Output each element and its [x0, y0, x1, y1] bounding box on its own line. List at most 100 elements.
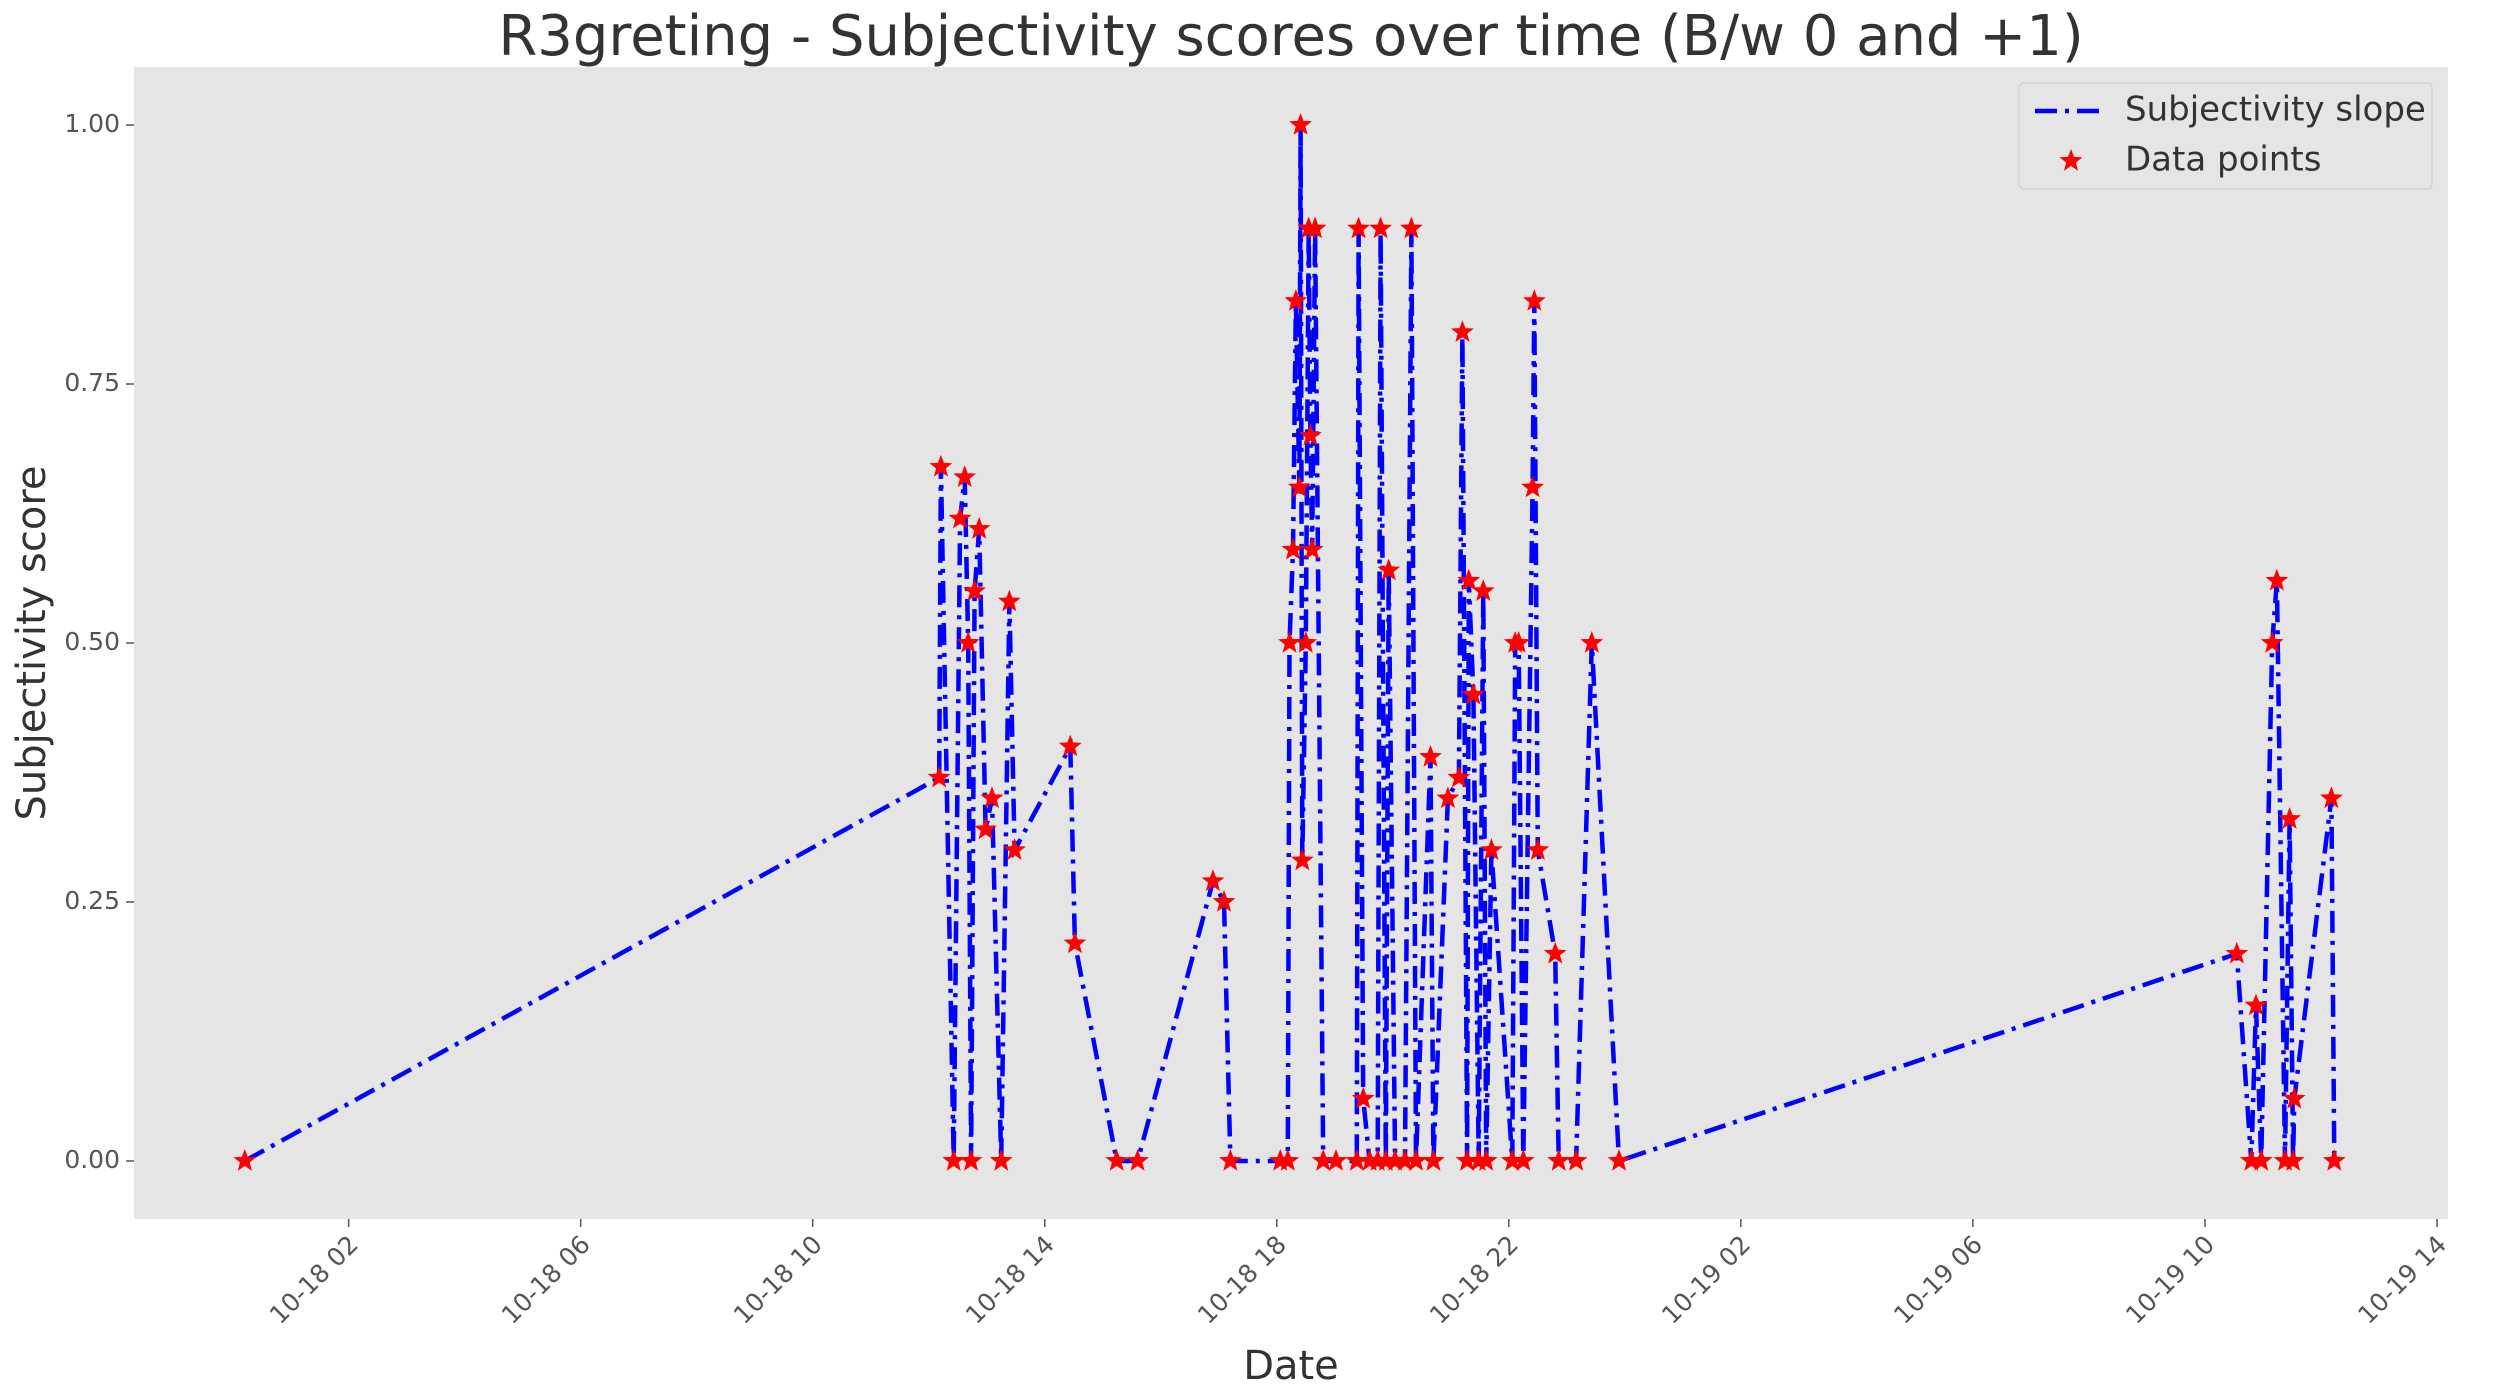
- x-tick-label: 10-19 02: [1656, 1230, 1756, 1330]
- data-point: [989, 1149, 1013, 1171]
- y-tick-label: 0.50: [64, 627, 120, 656]
- data-point: [2322, 1149, 2346, 1171]
- data-point: [2239, 1149, 2263, 1171]
- x-tick-label: 10-18 14: [960, 1230, 1060, 1330]
- data-point: [2249, 1149, 2273, 1171]
- data-point: [1436, 786, 1460, 809]
- data-point: [1422, 1149, 1445, 1171]
- data-point: [1377, 558, 1401, 581]
- data-point: [1451, 320, 1474, 342]
- x-tick-label: 10-18 22: [1424, 1230, 1524, 1330]
- data-point: [1063, 931, 1087, 954]
- x-tick-label: 10-18 10: [728, 1230, 828, 1330]
- data-point: [1507, 631, 1531, 653]
- data-point: [953, 465, 977, 487]
- data-point: [1126, 1149, 1149, 1171]
- x-tick-label: 10-19 14: [2352, 1230, 2452, 1330]
- data-point: [1324, 1149, 1348, 1171]
- legend-label: Data points: [2125, 140, 2321, 180]
- data-point: [967, 517, 991, 539]
- data-point: [980, 786, 1004, 809]
- data-point: [1474, 1149, 1498, 1171]
- data-point: [1580, 631, 1604, 653]
- data-point: [1303, 216, 1327, 239]
- data-point: [2278, 807, 2301, 829]
- data-point: [1400, 216, 1423, 239]
- data-point: [2281, 1149, 2305, 1171]
- data-point: [1300, 537, 1324, 560]
- data-point: [1284, 289, 1308, 311]
- data-point: [963, 579, 986, 601]
- x-tick-label: 10-18 18: [1192, 1230, 1292, 1330]
- data-point: [1462, 682, 1485, 705]
- data-point: [959, 1149, 983, 1171]
- data-point: [927, 765, 951, 788]
- data-point: [956, 631, 980, 653]
- data-point: [1383, 1149, 1407, 1171]
- y-axis-label: Subjectivity score: [9, 466, 55, 821]
- data-point: [998, 589, 1021, 612]
- data-point: [2244, 993, 2268, 1016]
- data-point: [1511, 1149, 1535, 1171]
- data-point: [929, 454, 953, 477]
- data-point: [1457, 568, 1481, 591]
- data-point: [1500, 1149, 1524, 1171]
- x-tick-label: 10-18 02: [264, 1230, 364, 1330]
- data-point: [1347, 216, 1370, 239]
- data-point: [1607, 1149, 1631, 1171]
- data-point: [1374, 1149, 1398, 1171]
- data-point: [2320, 786, 2343, 809]
- x-tick-label: 10-19 06: [1888, 1230, 1988, 1330]
- x-tick-label: 10-19 10: [2120, 1230, 2220, 1330]
- data-point: [1281, 537, 1305, 560]
- data-point: [1212, 890, 1236, 912]
- data-point: [1419, 745, 1442, 767]
- data-point: [1276, 1149, 1300, 1171]
- data-point: [1522, 289, 1546, 311]
- data-point: [1058, 734, 1082, 757]
- data-point: [2260, 631, 2284, 653]
- data-point: [1543, 941, 1567, 964]
- data-point: [1447, 765, 1471, 788]
- data-point: [1404, 1149, 1428, 1171]
- x-tick-label: 10-18 06: [496, 1230, 596, 1330]
- y-tick-label: 1.00: [64, 109, 120, 138]
- data-point: [1455, 1149, 1479, 1171]
- data-point: [1278, 631, 1301, 653]
- data-point: [1393, 1149, 1417, 1171]
- data-point: [1521, 475, 1544, 498]
- data-point: [1480, 838, 1503, 860]
- y-tick-label: 0.00: [64, 1145, 120, 1174]
- legend-swatch: [2059, 149, 2083, 171]
- data-point: [1526, 838, 1550, 860]
- data-point: [1290, 848, 1314, 871]
- data-point: [1003, 838, 1026, 860]
- data-point: [1105, 1149, 1129, 1171]
- data-point: [1311, 1149, 1335, 1171]
- data-point: [2225, 941, 2249, 964]
- y-tick-label: 0.25: [64, 886, 120, 915]
- data-point: [1288, 475, 1311, 498]
- data-point: [1471, 579, 1495, 601]
- data-point: [1547, 1149, 1571, 1171]
- data-point: [1294, 631, 1318, 653]
- legend: Subjectivity slope Data points: [2018, 82, 2433, 190]
- data-point: [1201, 869, 1225, 891]
- y-tick-label: 0.75: [64, 368, 120, 397]
- data-point: [2282, 1086, 2306, 1109]
- data-point: [1351, 1086, 1375, 1109]
- data-point: [1345, 1149, 1369, 1171]
- data-point: [1219, 1149, 1242, 1171]
- data-point: [2265, 568, 2289, 591]
- chart-title: R3greting - Subjectivity scores over tim…: [498, 4, 2083, 69]
- data-point: [1299, 423, 1322, 446]
- x-axis-label: Date: [1243, 1343, 1339, 1389]
- data-point: [233, 1149, 257, 1171]
- legend-label: Subjectivity slope: [2125, 90, 2426, 130]
- data-point: [948, 506, 972, 529]
- legend-box: [2018, 82, 2433, 190]
- data-point: [942, 1149, 966, 1171]
- data-point: [974, 817, 997, 840]
- data-point: [1289, 113, 1312, 135]
